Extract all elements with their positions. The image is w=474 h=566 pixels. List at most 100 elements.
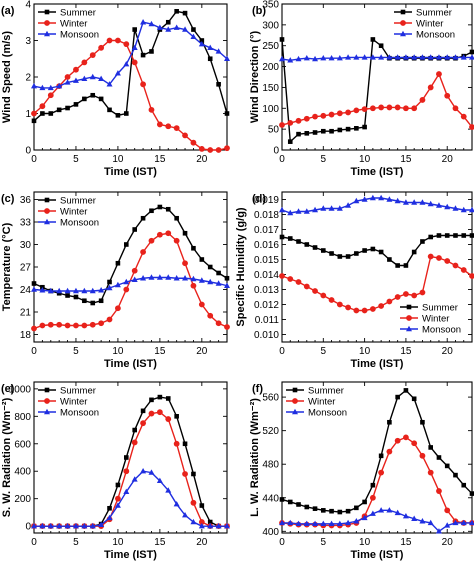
data-point bbox=[115, 113, 121, 118]
data-point bbox=[444, 233, 450, 238]
data-point bbox=[115, 482, 121, 488]
data-point bbox=[402, 199, 409, 205]
data-point bbox=[353, 107, 360, 114]
x-tick-label: 15 bbox=[154, 154, 166, 165]
data-point bbox=[453, 233, 458, 238]
plot-frame bbox=[281, 3, 473, 151]
data-point bbox=[436, 71, 442, 77]
data-point bbox=[182, 10, 188, 16]
data-point bbox=[199, 38, 205, 43]
data-point bbox=[287, 119, 294, 126]
data-point bbox=[131, 276, 138, 282]
data-point bbox=[336, 301, 343, 308]
y-tick-label: 21 bbox=[20, 308, 32, 319]
data-point bbox=[411, 54, 418, 60]
data-point bbox=[460, 267, 467, 273]
data-point bbox=[89, 522, 96, 529]
data-point bbox=[279, 122, 285, 128]
series-monsoon bbox=[279, 54, 474, 63]
x-tick-label: 10 bbox=[112, 346, 124, 357]
data-point bbox=[56, 321, 63, 328]
panel-label: (c) bbox=[1, 193, 15, 205]
panel-c: 0 5 10 15 20 18 21 24 27 30 33 36 Time (IST) Temperat… bbox=[1, 191, 230, 370]
y-tick-label: 3 bbox=[25, 36, 31, 47]
series-line bbox=[282, 509, 472, 533]
data-point bbox=[90, 300, 96, 306]
panel-label: (a) bbox=[1, 5, 15, 17]
data-point bbox=[427, 469, 434, 476]
data-point bbox=[403, 263, 409, 268]
data-point bbox=[386, 507, 393, 513]
data-point bbox=[287, 499, 293, 505]
data-point bbox=[47, 92, 54, 99]
series-line bbox=[34, 411, 227, 527]
data-point bbox=[165, 396, 171, 401]
series-summer bbox=[31, 9, 230, 124]
data-point bbox=[403, 105, 409, 112]
panel-d: 0 5 10 15 20 0.010 0.011 0.012 0.013 0.014 0.015 0.… bbox=[235, 191, 474, 370]
data-point bbox=[56, 290, 62, 296]
data-point bbox=[295, 520, 302, 526]
series-line bbox=[281, 197, 472, 214]
data-point bbox=[386, 448, 393, 455]
legend-label: Summer bbox=[422, 303, 458, 314]
data-point bbox=[190, 499, 197, 506]
panel-label: (b) bbox=[252, 5, 266, 17]
data-point bbox=[173, 237, 180, 244]
data-point bbox=[452, 205, 459, 211]
data-point bbox=[123, 61, 130, 67]
data-point bbox=[369, 105, 376, 112]
data-point bbox=[461, 233, 467, 238]
data-point bbox=[81, 59, 88, 66]
data-point bbox=[224, 324, 230, 330]
data-point bbox=[361, 514, 368, 521]
y-tick-label: 400 bbox=[14, 467, 31, 478]
data-point bbox=[90, 92, 96, 98]
data-point bbox=[207, 44, 214, 50]
legend-label: Summer bbox=[60, 196, 96, 207]
data-point bbox=[336, 110, 343, 117]
data-point bbox=[345, 126, 351, 132]
data-point bbox=[31, 281, 37, 286]
data-point bbox=[148, 106, 155, 113]
x-tick-label: 10 bbox=[112, 537, 124, 548]
series-winter bbox=[279, 253, 474, 314]
data-point bbox=[73, 102, 79, 107]
data-point bbox=[320, 205, 327, 211]
panel-f: 0 5 10 15 20 400 440 480 520 560 Time (IST) L. W. R… bbox=[249, 381, 474, 561]
data-point bbox=[394, 509, 401, 516]
data-point bbox=[140, 215, 146, 221]
data-point bbox=[336, 520, 343, 526]
data-point bbox=[40, 111, 45, 116]
data-point bbox=[98, 521, 105, 527]
data-point bbox=[411, 515, 418, 521]
data-point bbox=[191, 245, 196, 251]
data-point bbox=[215, 320, 222, 327]
data-point bbox=[156, 24, 163, 30]
data-point bbox=[72, 522, 79, 529]
y-axis-title: Temperature (°C) bbox=[1, 222, 13, 311]
data-point bbox=[207, 147, 214, 153]
data-point bbox=[123, 41, 130, 48]
data-point bbox=[81, 75, 88, 82]
data-point bbox=[469, 49, 474, 55]
y-axis-title: Wind Direction (°) bbox=[249, 31, 261, 124]
data-point bbox=[31, 325, 37, 332]
data-point bbox=[115, 260, 121, 266]
legend-marker bbox=[400, 30, 406, 37]
data-point bbox=[39, 322, 46, 329]
data-point bbox=[64, 522, 71, 529]
data-point bbox=[304, 131, 310, 136]
series-line bbox=[281, 38, 473, 144]
data-point bbox=[198, 519, 205, 525]
legend-label: Monsoon bbox=[422, 325, 461, 336]
data-point bbox=[469, 233, 474, 238]
data-point bbox=[123, 468, 130, 475]
data-point bbox=[39, 103, 46, 110]
x-tick-label: 5 bbox=[321, 537, 327, 548]
data-point bbox=[190, 518, 197, 525]
data-point bbox=[387, 419, 392, 425]
data-point bbox=[403, 434, 409, 441]
data-point bbox=[378, 104, 385, 111]
